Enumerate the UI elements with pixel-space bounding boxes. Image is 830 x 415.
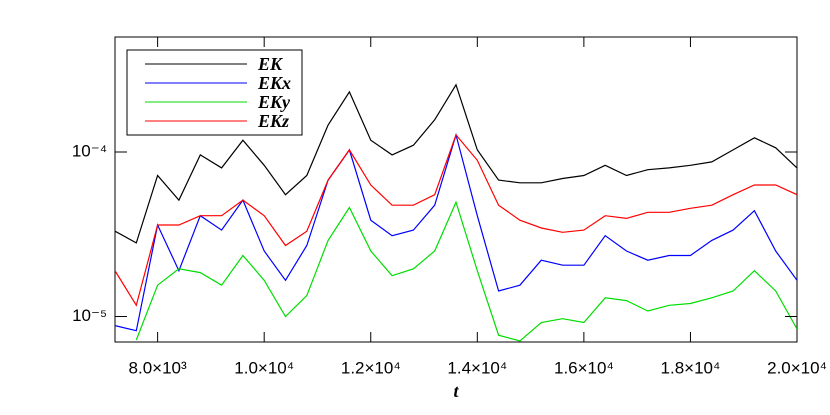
y-tick-label: 10⁻⁴ [72,141,107,160]
x-tick-label: 2.0×10⁴ [767,358,827,377]
plot-frame [114,36,798,343]
legend-label: EKx [257,73,291,93]
legend-label: EKy [257,92,291,112]
x-tick-label: 1.6×10⁴ [554,358,614,377]
x-axis-label: t [453,381,459,401]
legend-box [126,49,303,136]
legend-label: EKz [257,111,289,131]
x-tick-label: 1.8×10⁴ [661,358,721,377]
x-tick-label: 1.2×10⁴ [341,358,401,377]
series-line [135,200,797,342]
x-tick-label: 8.0×10³ [129,358,187,377]
x-tick-label: 1.0×10⁴ [234,358,294,377]
x-tick-label: 1.4×10⁴ [447,358,507,377]
series-line [115,133,797,307]
y-tick-label: 10⁻⁵ [72,306,107,325]
lines [115,83,797,342]
series-line [115,83,797,244]
legend-label: EK [257,54,284,74]
